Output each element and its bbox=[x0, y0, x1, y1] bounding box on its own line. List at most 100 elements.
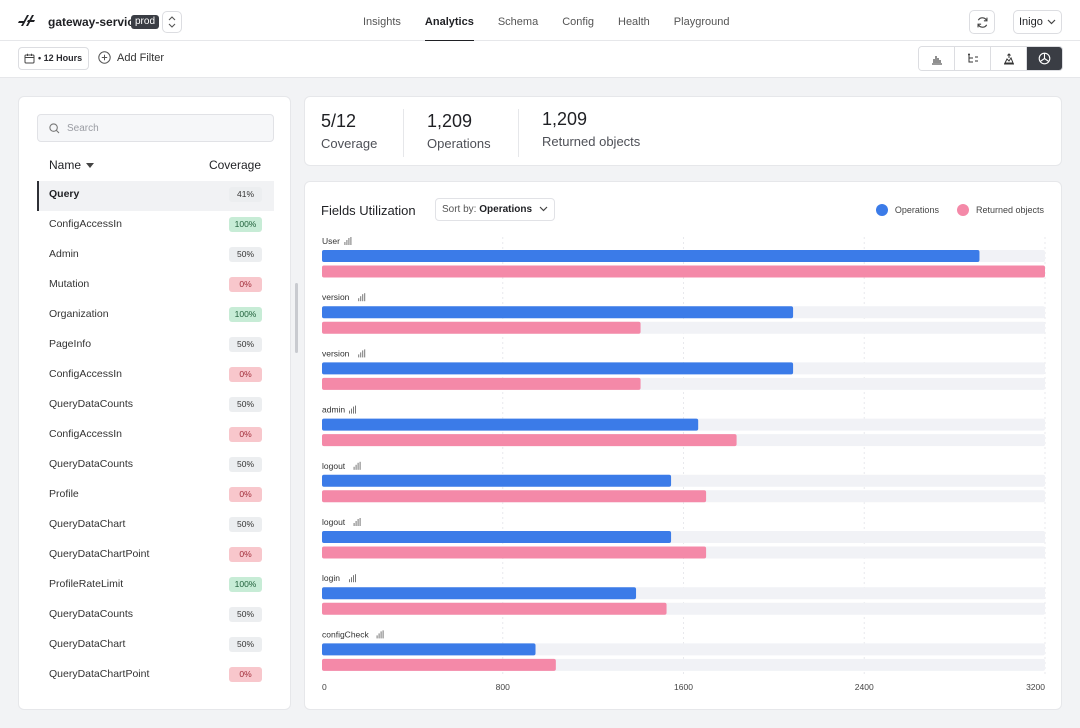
nav-tab-health[interactable]: Health bbox=[618, 16, 650, 28]
legend-swatch bbox=[956, 204, 969, 216]
type-list-item[interactable]: QueryDataCounts 50% bbox=[37, 601, 274, 631]
stat-returned-label: Returned objects bbox=[542, 134, 641, 149]
nav-tab-playground[interactable]: Playground bbox=[673, 16, 730, 28]
type-list-item[interactable]: Mutation 0% bbox=[37, 271, 274, 301]
type-name: QueryDataChartPoint bbox=[49, 668, 150, 680]
refresh-button[interactable] bbox=[969, 10, 995, 34]
field-stats-icon-bar bbox=[353, 523, 355, 526]
returned-objects-bar[interactable] bbox=[322, 546, 707, 559]
operations-bar[interactable] bbox=[322, 531, 672, 543]
field-stats-icon[interactable] bbox=[358, 349, 366, 358]
field-stats-icon[interactable] bbox=[353, 518, 361, 526]
operations-bar[interactable] bbox=[322, 587, 637, 600]
operations-bar[interactable] bbox=[322, 474, 672, 487]
x-tick-label: 800 bbox=[496, 682, 510, 692]
add-filter-button[interactable]: Add Filter bbox=[98, 51, 164, 64]
field-stats-icon-bar bbox=[359, 461, 361, 470]
type-list-item[interactable]: ConfigAccessIn 100% bbox=[37, 211, 274, 241]
coverage-badge: 50% bbox=[229, 457, 262, 472]
field-stats-icon-bar bbox=[364, 293, 366, 302]
nav-tab-schema[interactable]: Schema bbox=[497, 16, 539, 28]
coverage-column-header[interactable]: Coverage bbox=[208, 158, 261, 172]
type-list-item[interactable]: QueryDataCounts 50% bbox=[37, 451, 274, 481]
operations-bar[interactable] bbox=[322, 306, 794, 319]
time-range-button[interactable]: • 12 Hours bbox=[18, 47, 90, 70]
search-field[interactable] bbox=[37, 114, 274, 142]
returned-objects-bar[interactable] bbox=[322, 490, 707, 503]
field-stats-icon[interactable] bbox=[344, 237, 352, 245]
field-stats-icon[interactable] bbox=[376, 630, 384, 639]
coverage-badge: 50% bbox=[229, 607, 262, 622]
sort-dropdown[interactable]: Sort by: Operations bbox=[435, 198, 556, 221]
field-stats-icon[interactable] bbox=[353, 461, 361, 470]
type-name: QueryDataChart bbox=[49, 638, 126, 650]
type-list-item[interactable]: Admin 50% bbox=[37, 241, 274, 271]
service-name[interactable]: gateway-service bbox=[48, 15, 141, 29]
type-list-item[interactable]: ConfigAccessIn 0% bbox=[37, 421, 274, 451]
type-list-item[interactable]: ConfigAccessIn 0% bbox=[37, 361, 274, 391]
fields-utilization-panel: User version version admin logout logout login… bbox=[304, 181, 1062, 710]
field-label: version bbox=[322, 292, 350, 302]
field-stats-icon-bar bbox=[355, 464, 357, 470]
nav-tab-insights[interactable]: Insights bbox=[363, 16, 401, 28]
returned-objects-bar[interactable] bbox=[322, 321, 641, 334]
field-stats-icon-bar bbox=[359, 518, 361, 526]
type-list-item[interactable]: QueryDataChartPoint 0% bbox=[37, 661, 274, 691]
coverage-badge: 100% bbox=[229, 307, 262, 322]
type-list-item[interactable]: QueryDataChartPoint 0% bbox=[37, 541, 274, 571]
operations-bar[interactable] bbox=[322, 362, 794, 375]
field-stats-icon-bar bbox=[349, 579, 350, 583]
tree-icon bbox=[967, 53, 978, 62]
field-stats-icon-bar bbox=[362, 294, 364, 302]
nav-tab-analytics[interactable]: Analytics bbox=[413, 0, 486, 42]
view-area-button[interactable] bbox=[991, 47, 1027, 70]
coverage-badge: 50% bbox=[229, 397, 262, 412]
type-list-item[interactable]: ProfileRateLimit 100% bbox=[37, 571, 274, 601]
type-list-item[interactable]: QueryDataChart 50% bbox=[37, 631, 274, 661]
coverage-badge: 0% bbox=[229, 367, 262, 382]
list-scrollbar[interactable] bbox=[295, 283, 298, 353]
field-label: User bbox=[322, 236, 340, 246]
type-list-item[interactable]: PageInfo 50% bbox=[37, 331, 274, 361]
stat-coverage-label: Coverage bbox=[321, 136, 378, 151]
field-stats-icon[interactable] bbox=[349, 405, 356, 414]
returned-objects-bar[interactable] bbox=[322, 265, 1045, 278]
operations-bar[interactable] bbox=[322, 418, 699, 431]
field-stats-icon-bar bbox=[380, 631, 382, 639]
type-name: ProfileRateLimit bbox=[49, 578, 124, 590]
chart-title: Fields Utilization bbox=[321, 203, 416, 218]
view-tree-button[interactable] bbox=[955, 47, 991, 70]
type-name: Profile bbox=[49, 488, 79, 500]
legend-item-returned-objects[interactable]: Returned objects bbox=[956, 204, 1044, 216]
type-name: QueryDataCounts bbox=[49, 458, 134, 470]
field-stats-icon[interactable] bbox=[358, 293, 366, 302]
type-list-item[interactable]: QueryDataCounts 50% bbox=[37, 391, 274, 421]
nav-tab-config[interactable]: Config bbox=[562, 16, 594, 28]
field-stats-icon-bar bbox=[353, 406, 354, 414]
field-stats-icon[interactable] bbox=[349, 574, 356, 583]
name-column-header[interactable]: Name bbox=[49, 158, 95, 172]
operations-bar[interactable] bbox=[322, 250, 980, 262]
operations-bar[interactable] bbox=[322, 643, 536, 656]
type-list-item[interactable]: QueryDataChart 50% bbox=[37, 511, 274, 541]
type-name: Query bbox=[49, 188, 80, 200]
coverage-badge: 100% bbox=[229, 217, 262, 232]
stat-coverage: 5/12 Coverage bbox=[321, 111, 377, 151]
type-list-item[interactable]: Query 41% bbox=[37, 181, 274, 211]
service-switcher-button[interactable] bbox=[162, 11, 182, 33]
coverage-badge: 0% bbox=[229, 277, 262, 292]
returned-objects-bar[interactable] bbox=[322, 377, 641, 390]
legend-item-operations[interactable]: Operations bbox=[875, 204, 939, 216]
user-name: Inigo bbox=[1019, 16, 1043, 28]
view-bar-chart-button[interactable] bbox=[919, 47, 955, 70]
user-dropdown[interactable]: Inigo bbox=[1013, 10, 1062, 34]
type-list-item[interactable]: Organization 100% bbox=[37, 301, 274, 331]
returned-objects-bar[interactable] bbox=[322, 658, 556, 671]
logo-icon[interactable] bbox=[18, 12, 36, 30]
returned-objects-bar[interactable] bbox=[322, 434, 737, 447]
view-coverage-button[interactable] bbox=[1027, 47, 1062, 70]
stat-operations-value: 1,209 bbox=[427, 111, 473, 131]
type-list-item[interactable]: Profile 0% bbox=[37, 481, 274, 511]
search-input[interactable] bbox=[67, 120, 257, 137]
returned-objects-bar[interactable] bbox=[322, 602, 667, 615]
